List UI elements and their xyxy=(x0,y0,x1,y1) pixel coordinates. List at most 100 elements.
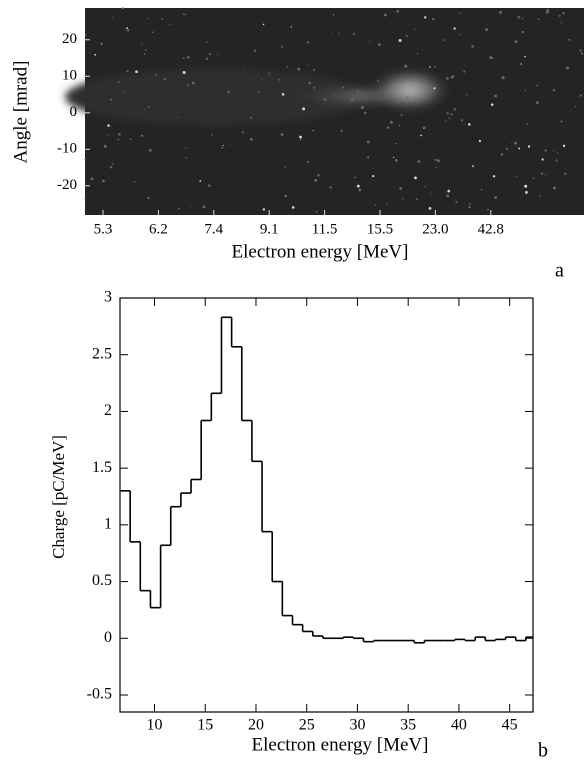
noise-dot xyxy=(280,133,284,136)
noise-dot xyxy=(284,166,287,168)
noise-dot xyxy=(182,71,186,75)
noise-dot xyxy=(537,18,540,21)
noise-dot xyxy=(428,206,432,210)
noise-dot xyxy=(448,117,450,120)
noise-dot xyxy=(429,134,431,136)
noise-dot xyxy=(100,42,103,45)
noise-dot xyxy=(416,53,419,55)
noise-dot xyxy=(400,113,403,116)
noise-dot xyxy=(187,84,189,86)
noise-dot xyxy=(143,53,146,55)
noise-dot xyxy=(143,108,145,110)
noise-dot xyxy=(169,23,171,25)
noise-dot xyxy=(110,98,113,101)
noise-dot xyxy=(499,10,502,14)
noise-dot xyxy=(279,48,281,49)
noise-dot xyxy=(185,147,187,149)
noise-dot xyxy=(144,49,147,51)
noise-dot xyxy=(208,184,211,187)
y-tick-label: 10 xyxy=(62,68,77,84)
noise-dot xyxy=(524,55,526,58)
noise-dot xyxy=(399,187,402,190)
noise-dot xyxy=(464,64,466,66)
noise-dot xyxy=(313,86,316,89)
y-tick-label: -20 xyxy=(57,177,77,193)
noise-dot xyxy=(394,159,398,162)
noise-dot xyxy=(262,23,265,26)
noise-dot xyxy=(299,138,302,141)
noise-dot xyxy=(222,144,224,147)
noise-dot xyxy=(91,123,93,125)
noise-dot xyxy=(177,207,180,210)
x-tick-label: 11.5 xyxy=(312,221,338,237)
noise-dot xyxy=(354,176,357,179)
noise-dot xyxy=(121,7,125,10)
y-tick-label: 2 xyxy=(104,402,112,419)
noise-dot xyxy=(211,134,214,136)
y-tick-label: -10 xyxy=(57,141,77,157)
noise-dot xyxy=(516,175,518,178)
noise-dot xyxy=(209,53,212,56)
noise-dot xyxy=(424,16,427,19)
noise-dot xyxy=(84,34,87,37)
noise-dot xyxy=(468,123,471,126)
noise-dot xyxy=(472,165,474,168)
noise-dot xyxy=(406,96,409,99)
noise-dot xyxy=(290,26,292,28)
beam-spot xyxy=(370,68,450,112)
noise-dot xyxy=(536,84,539,87)
noise-dot xyxy=(161,18,164,20)
x-tick-label: 6.2 xyxy=(149,221,168,237)
noise-dot xyxy=(527,145,531,148)
noise-dot xyxy=(521,17,524,20)
noise-dot xyxy=(555,159,558,162)
noise-dot xyxy=(450,113,453,116)
noise-dot xyxy=(478,139,482,143)
noise-dot xyxy=(526,123,528,125)
noise-dot xyxy=(126,29,130,32)
noise-dot xyxy=(468,202,471,205)
noise-dot xyxy=(522,31,524,33)
noise-dot xyxy=(437,159,440,163)
noise-dot xyxy=(490,103,494,106)
noise-dot xyxy=(249,116,253,120)
noise-dot xyxy=(183,13,185,16)
noise-dot xyxy=(518,147,521,150)
spectrum-image xyxy=(65,7,584,215)
noise-dot xyxy=(358,188,362,192)
noise-dot xyxy=(552,88,556,92)
noise-dot xyxy=(489,56,492,59)
noise-dot xyxy=(250,137,253,141)
noise-dot xyxy=(217,53,219,55)
noise-dot xyxy=(466,94,468,96)
noise-dot xyxy=(568,38,571,41)
x-axis-label: Electron energy [MeV] xyxy=(232,241,409,262)
noise-dot xyxy=(323,98,327,101)
noise-dot xyxy=(540,172,543,175)
noise-dot xyxy=(366,140,370,144)
noise-dot xyxy=(202,205,206,209)
noise-dot xyxy=(481,189,483,191)
noise-dot xyxy=(299,135,302,139)
noise-dot xyxy=(453,27,456,30)
x-tick-label: 15.5 xyxy=(367,221,393,237)
noise-dot xyxy=(329,186,332,189)
noise-dot xyxy=(414,28,416,30)
noise-dot xyxy=(544,174,546,176)
noise-dot xyxy=(331,32,333,34)
noise-dot xyxy=(147,18,148,20)
noise-dot xyxy=(253,49,257,52)
noise-dot xyxy=(241,131,244,134)
noise-dot xyxy=(492,175,496,178)
y-tick-label: 20 xyxy=(62,31,77,47)
noise-dot xyxy=(278,79,281,81)
noise-dot xyxy=(205,41,208,44)
noise-dot xyxy=(574,105,577,108)
noise-dot xyxy=(312,130,314,132)
noise-dot xyxy=(290,72,292,74)
noise-dot xyxy=(268,72,271,75)
noise-dot xyxy=(468,205,471,209)
noise-dot xyxy=(443,39,445,41)
noise-dot xyxy=(342,86,345,89)
noise-dot xyxy=(102,179,105,183)
